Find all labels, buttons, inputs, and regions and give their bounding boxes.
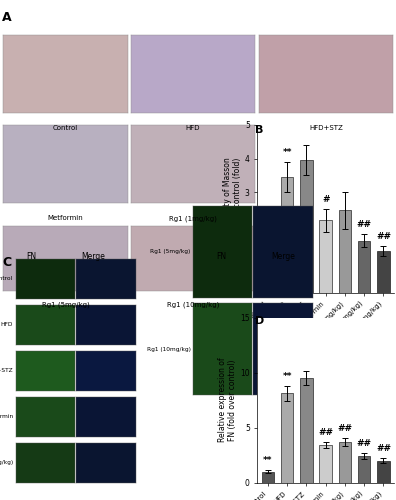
Text: B: B	[255, 125, 264, 135]
Text: Rg1 (5mg/kg): Rg1 (5mg/kg)	[42, 302, 89, 308]
Text: Metformin: Metformin	[48, 215, 84, 221]
Text: FN: FN	[217, 252, 227, 261]
Bar	[339, 210, 351, 292]
Text: Rg1 (10mg/kg): Rg1 (10mg/kg)	[147, 346, 191, 352]
Text: **: **	[282, 148, 292, 157]
Text: Rg1 (1mg/kg): Rg1 (1mg/kg)	[0, 460, 13, 465]
Bar	[320, 445, 332, 482]
Text: ##: ##	[318, 428, 333, 438]
Text: #: #	[322, 194, 329, 203]
Text: ##: ##	[357, 220, 372, 229]
Text: HFD: HFD	[186, 125, 200, 131]
Text: **: **	[263, 242, 273, 252]
Text: C: C	[2, 256, 11, 269]
Text: Control: Control	[0, 276, 13, 281]
Text: ##: ##	[337, 424, 352, 433]
Text: Rg1 (10mg/kg): Rg1 (10mg/kg)	[167, 302, 219, 308]
Text: Metformin: Metformin	[0, 414, 13, 419]
Text: **: **	[282, 372, 292, 382]
Bar	[262, 259, 274, 292]
Bar	[300, 378, 313, 482]
Text: Merge: Merge	[81, 252, 105, 261]
Bar	[339, 442, 351, 482]
Text: FN: FN	[27, 252, 37, 261]
Text: Rg1 (5mg/kg): Rg1 (5mg/kg)	[150, 250, 191, 254]
Text: HFD+STZ: HFD+STZ	[309, 125, 343, 131]
Bar	[377, 250, 390, 292]
Text: ##: ##	[376, 444, 391, 454]
Bar	[358, 240, 370, 292]
Bar	[281, 394, 293, 482]
Text: HFD: HFD	[1, 322, 13, 327]
Bar	[320, 220, 332, 292]
Text: Control: Control	[53, 125, 78, 131]
Text: D: D	[255, 316, 265, 326]
Bar	[262, 472, 274, 482]
Bar	[377, 460, 390, 482]
Text: Rg1 (1mg/kg): Rg1 (1mg/kg)	[169, 215, 217, 222]
Text: ##: ##	[376, 232, 391, 240]
Text: Merge: Merge	[271, 252, 295, 261]
Bar	[358, 456, 370, 482]
Text: A: A	[2, 11, 11, 24]
Text: **: **	[263, 456, 273, 465]
Bar	[281, 177, 293, 292]
Text: HFD+STZ: HFD+STZ	[0, 368, 13, 373]
Text: ##: ##	[357, 440, 372, 448]
Y-axis label: Relative expression of
FN (fold over control): Relative expression of FN (fold over con…	[218, 358, 237, 442]
Bar	[300, 160, 313, 292]
Y-axis label: Relative density of Masson
staining over control (fold): Relative density of Masson staining over…	[223, 158, 242, 260]
